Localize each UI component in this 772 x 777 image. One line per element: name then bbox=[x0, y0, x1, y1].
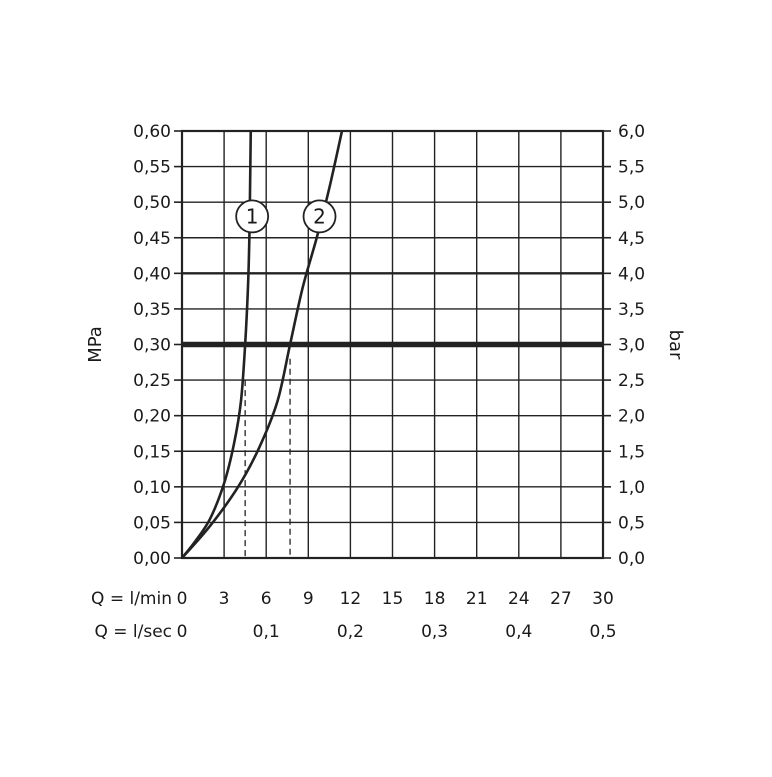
tick-label-left: 0,50 bbox=[133, 193, 171, 213]
tick-label-lmin: 27 bbox=[550, 589, 572, 609]
tick-label-right: 4,5 bbox=[618, 229, 645, 249]
tick-label-lmin: 6 bbox=[261, 589, 272, 609]
tick-label-right: 4,0 bbox=[618, 264, 645, 284]
tick-label-left: 0,60 bbox=[133, 122, 171, 142]
tick-label-lsec: 0,1 bbox=[253, 622, 280, 642]
tick-label-right: 3,0 bbox=[618, 336, 645, 356]
tick-label-right: 0,0 bbox=[618, 549, 645, 569]
tick-label-lmin: 24 bbox=[508, 589, 530, 609]
series-label: 1 bbox=[246, 204, 259, 228]
tick-label-lmin: 18 bbox=[424, 589, 446, 609]
tick-label-right: 6,0 bbox=[618, 122, 645, 142]
tick-label-left: 0,25 bbox=[133, 371, 171, 391]
tick-label-left: 0,30 bbox=[133, 336, 171, 356]
text-layer: 0,000,050,100,150,200,250,300,350,400,45… bbox=[85, 122, 686, 642]
tick-label-right: 1,0 bbox=[618, 478, 645, 498]
tick-label-right: 5,0 bbox=[618, 193, 645, 213]
grid-layer bbox=[182, 131, 603, 558]
frame-layer bbox=[174, 129, 611, 560]
tick-label-right: 2,5 bbox=[618, 371, 645, 391]
tick-label-left: 0,05 bbox=[133, 513, 171, 533]
series-label: 2 bbox=[313, 204, 326, 228]
tick-label-lmin: 21 bbox=[466, 589, 488, 609]
reference-lines bbox=[244, 358, 291, 558]
tick-label-left: 0,00 bbox=[133, 549, 171, 569]
tick-label-right: 1,5 bbox=[618, 442, 645, 462]
tick-label-right: 3,5 bbox=[618, 300, 645, 320]
right-axis-title: bar bbox=[665, 330, 686, 360]
tick-label-lmin: 30 bbox=[592, 589, 614, 609]
tick-label-right: 2,0 bbox=[618, 407, 645, 427]
tick-label-right: 5,5 bbox=[618, 158, 645, 178]
series-label-circle bbox=[302, 199, 337, 234]
tick-label-lmin: 0 bbox=[177, 589, 188, 609]
tick-label-lsec: 0,4 bbox=[505, 622, 532, 642]
tick-label-lsec: 0,3 bbox=[421, 622, 448, 642]
tick-label-left: 0,15 bbox=[133, 442, 171, 462]
tick-label-lsec: 0 bbox=[177, 622, 188, 642]
tick-label-left: 0,20 bbox=[133, 407, 171, 427]
lmin-row-label: Q = l/min bbox=[91, 589, 172, 609]
tick-label-left: 0,35 bbox=[133, 300, 171, 320]
tick-label-left: 0,40 bbox=[133, 264, 171, 284]
tick-label-right: 0,5 bbox=[618, 513, 645, 533]
tick-label-lsec: 0,5 bbox=[589, 622, 616, 642]
tick-label-lsec: 0,2 bbox=[337, 622, 364, 642]
lsec-row-label: Q = l/sec bbox=[94, 622, 172, 642]
tick-label-lmin: 12 bbox=[340, 589, 362, 609]
left-axis-title: MPa bbox=[85, 326, 106, 363]
tick-label-lmin: 9 bbox=[303, 589, 314, 609]
tick-label-left: 0,55 bbox=[133, 158, 171, 178]
tick-label-left: 0,45 bbox=[133, 229, 171, 249]
series-label-circle bbox=[235, 199, 270, 234]
tick-label-lmin: 3 bbox=[219, 589, 230, 609]
tick-label-left: 0,10 bbox=[133, 478, 171, 498]
tick-label-lmin: 15 bbox=[382, 589, 404, 609]
